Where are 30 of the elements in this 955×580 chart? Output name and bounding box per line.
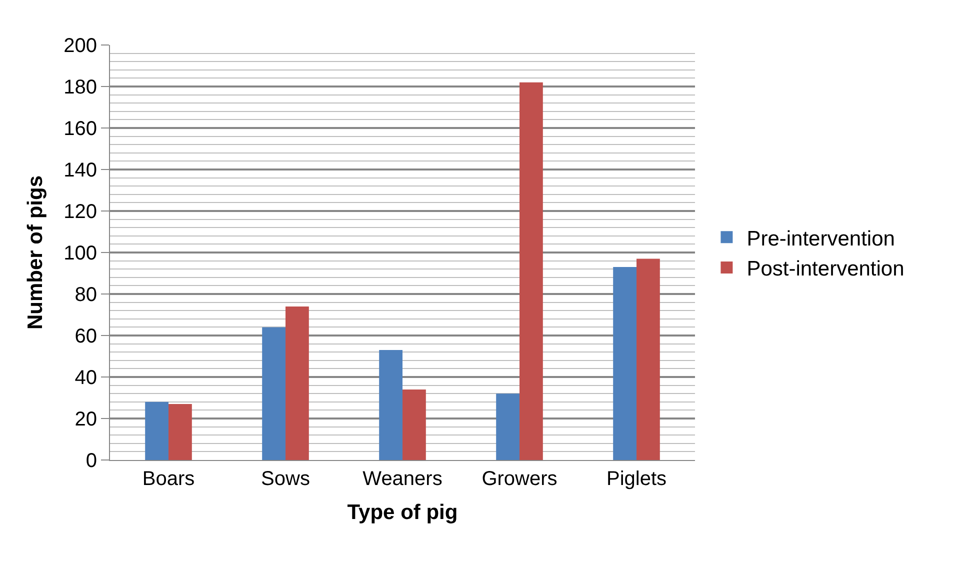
x-tick-label: Weaners bbox=[362, 468, 442, 490]
legend-label: Post-intervention bbox=[746, 258, 904, 281]
y-tick-label: 180 bbox=[64, 76, 97, 98]
legend-label: Pre-intervention bbox=[746, 227, 895, 250]
bar bbox=[520, 82, 543, 460]
bar bbox=[496, 394, 520, 460]
bar bbox=[402, 389, 426, 460]
bar bbox=[145, 402, 168, 460]
bar bbox=[379, 350, 402, 460]
y-tick-label: 20 bbox=[74, 408, 97, 430]
y-tick-label: 100 bbox=[64, 242, 97, 264]
bar bbox=[262, 327, 286, 460]
y-tick-label: 0 bbox=[86, 450, 97, 472]
y-tick-label: 120 bbox=[64, 201, 97, 223]
bar bbox=[636, 258, 660, 460]
y-tick-label: 160 bbox=[64, 118, 97, 140]
x-tick-label: Sows bbox=[261, 468, 310, 490]
y-tick-label: 60 bbox=[74, 326, 97, 348]
y-tick-label: 200 bbox=[64, 35, 97, 57]
bar bbox=[286, 306, 309, 460]
x-tick-label: Boars bbox=[142, 468, 195, 490]
y-tick-label: 40 bbox=[74, 367, 97, 389]
x-tick-label: Growers bbox=[482, 468, 558, 490]
y-axis-title: Number of pigs bbox=[24, 175, 47, 330]
bar bbox=[168, 404, 192, 460]
y-tick-label: 80 bbox=[74, 284, 97, 306]
x-tick-label: Piglets bbox=[606, 468, 667, 490]
x-axis-title: Type of pig bbox=[347, 501, 458, 524]
y-tick-label: 140 bbox=[64, 160, 97, 182]
bar bbox=[613, 267, 636, 460]
